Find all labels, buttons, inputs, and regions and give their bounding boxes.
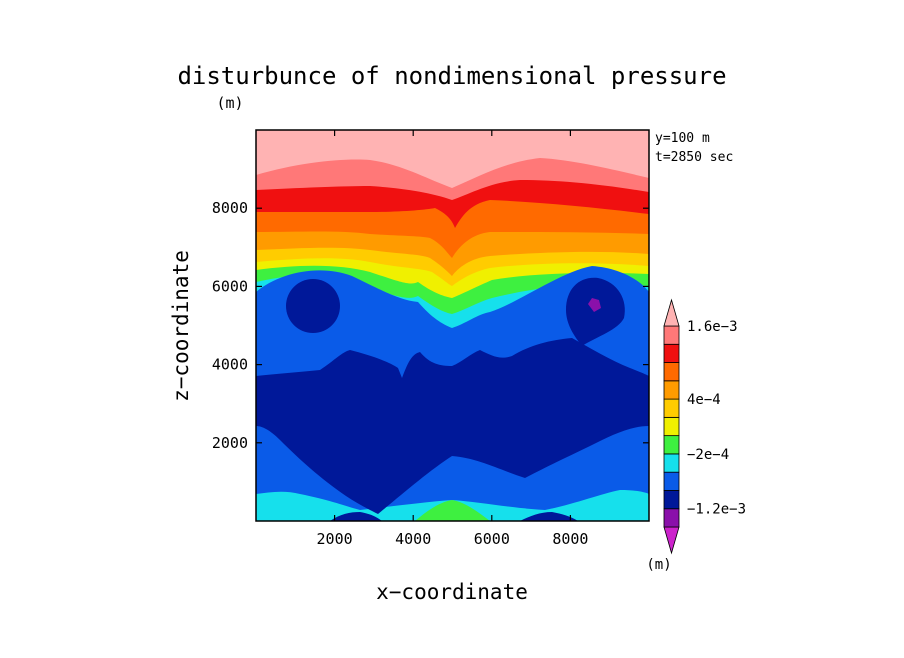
colorbar-swatch (664, 436, 679, 454)
y-tick-label: 8000 (212, 199, 248, 217)
colorbar: 1.6e−3 4e−4 −2e−4 −1.2e−3 (664, 300, 746, 553)
colorbar-swatch (664, 472, 679, 490)
y-tick-label: 6000 (212, 277, 248, 295)
colorbar-swatch (664, 399, 679, 417)
annotation-y: y=100 m (655, 131, 710, 146)
colorbar-label: 4e−4 (687, 392, 721, 408)
x-tick-label: 2000 (317, 530, 353, 548)
colorbar-unit: (m) (646, 557, 671, 573)
y-tick-label: 4000 (212, 356, 248, 374)
x-axis-label: x−coordinate (376, 580, 528, 604)
colorbar-swatch (664, 381, 679, 399)
chart: disturbunce of nondimensional pressure (… (0, 0, 904, 654)
colorbar-swatch (664, 344, 679, 362)
colorbar-swatch (664, 326, 679, 344)
colorbar-swatch (664, 300, 679, 326)
colorbar-label: −2e−4 (687, 447, 729, 463)
colorbar-label: −1.2e−3 (687, 502, 746, 518)
colorbar-swatch (664, 417, 679, 435)
colorbar-swatch (664, 454, 679, 472)
annotation-t: t=2850 sec (655, 150, 733, 165)
x-tick-label: 8000 (552, 530, 588, 548)
colorbar-label: 1.6e−3 (687, 319, 738, 335)
title-unit: (m) (216, 94, 243, 112)
chart-title: disturbunce of nondimensional pressure (177, 62, 726, 90)
x-tick-label: 4000 (395, 530, 431, 548)
x-tick-label: 6000 (474, 530, 510, 548)
colorbar-swatch (664, 509, 679, 527)
colorbar-swatch (664, 363, 679, 381)
colorbar-swatch (664, 527, 679, 553)
contour-plot (256, 130, 649, 521)
contour-blob-left (286, 279, 340, 333)
y-tick-label: 2000 (212, 434, 248, 452)
colorbar-swatch (664, 490, 679, 508)
y-axis-label: z−coordinate (169, 250, 193, 402)
